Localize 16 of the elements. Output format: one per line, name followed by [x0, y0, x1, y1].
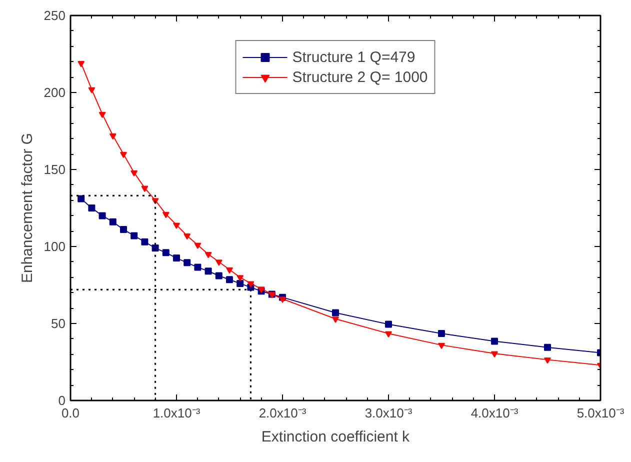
y-tick-label: 150	[44, 162, 66, 177]
y-tick-label: 50	[51, 316, 66, 331]
y-tick-label: 0	[58, 393, 66, 408]
x-tick-label: 4.0x10⁻³	[470, 406, 519, 420]
y-tick-label: 100	[44, 239, 66, 254]
legend-label: Structure 2 Q= 1000	[292, 68, 428, 86]
x-tick-label: 5.0x10⁻³	[576, 406, 625, 420]
x-tick-label: 2.0x10⁻³	[258, 406, 307, 420]
x-tick-label: 1.0x10⁻³	[152, 406, 201, 420]
y-axis-title: Enhancement factor G	[18, 132, 36, 284]
y-tick-label: 250	[44, 8, 66, 23]
x-axis-title: Extinction coefficient k	[261, 428, 410, 446]
legend-label: Structure 1 Q=479	[292, 48, 416, 66]
x-tick-label: 3.0x10⁻³	[364, 406, 413, 420]
x-tick-label: 0.0	[61, 406, 80, 420]
y-tick-label: 200	[44, 85, 66, 100]
